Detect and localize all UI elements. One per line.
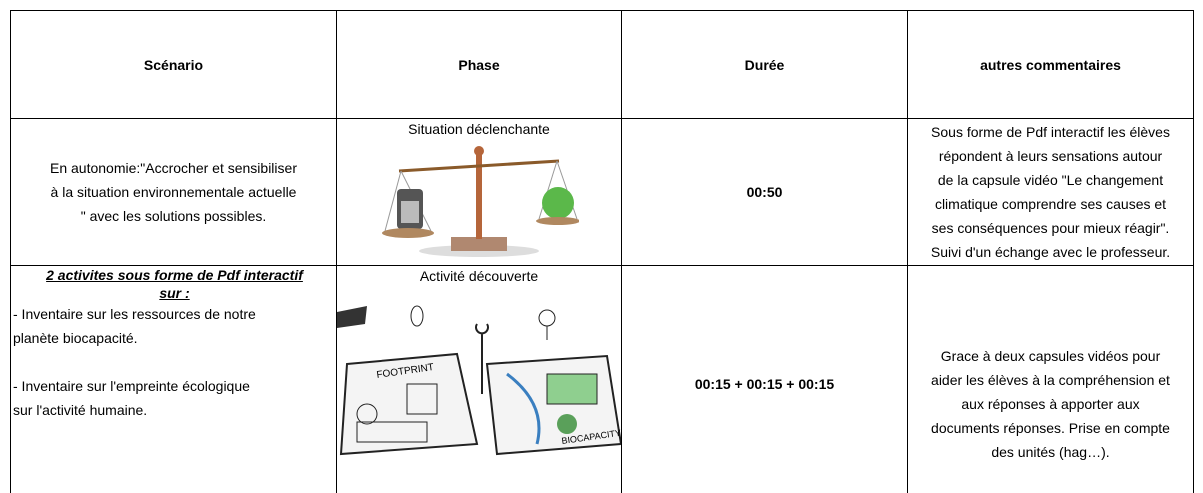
duration-text: 00:50 [747, 180, 783, 204]
header-cell: Phase [336, 10, 622, 119]
comment-line: Suivi d'un échange avec le professeur. [931, 240, 1170, 264]
scenario-line: " avec les solutions possibles. [81, 204, 267, 228]
scenario-line: En autonomie:"Accrocher et sensibiliser [50, 156, 297, 180]
header-text: Durée [745, 53, 785, 77]
comment-line: aider les élèves à la compréhension et [931, 368, 1170, 392]
scenario-line: à la situation environnementale actuelle [51, 180, 297, 204]
scenario-title-line: sur : [46, 284, 303, 302]
scenario-cell: 2 activites sous forme de Pdf interactif… [10, 265, 337, 493]
comment-line: Grace à deux capsules vidéos pour [941, 344, 1160, 368]
scenario-line: sur l'activité humaine. [13, 398, 147, 422]
page: Scénario Phase Durée autres commentaires… [0, 0, 1203, 493]
header-text: Phase [458, 53, 499, 77]
phase-cell: Situation déclenchante [336, 118, 622, 266]
scenario-line: - Inventaire sur les ressources de notre [13, 302, 256, 326]
header-text: autres commentaires [980, 53, 1121, 77]
header-cell: autres commentaires [907, 10, 1194, 119]
scenario-line: - Inventaire sur l'empreinte écologique [13, 374, 250, 398]
scenario-title-line: 2 activites sous forme de Pdf interactif [46, 266, 303, 284]
balance-image [379, 141, 579, 259]
phase-text: Situation déclenchante [408, 118, 550, 141]
comment-line: climatique comprendre ses causes et [935, 192, 1166, 216]
comment-line: des unités (hag…). [991, 440, 1109, 464]
footprint-image: FOOTPRINT BIOCAPACITY [337, 294, 621, 493]
comment-line: Sous forme de Pdf interactif les élèves [931, 120, 1170, 144]
comment-line: répondent à leurs sensations autour [939, 144, 1162, 168]
comment-line: ses conséquences pour mieux réagir". [932, 216, 1170, 240]
duration-text: 00:15 + 00:15 + 00:15 [695, 372, 834, 396]
duration-cell: 00:50 [621, 118, 908, 266]
comment-line: aux réponses à apporter aux [961, 392, 1139, 416]
scenario-title: 2 activites sous forme de Pdf interactif… [46, 266, 303, 302]
phase-cell: Activité découverte FOOTPRINT BIOCAPACIT… [336, 265, 622, 493]
header-cell: Scénario [10, 10, 337, 119]
comment-line: documents réponses. Prise en compte [931, 416, 1170, 440]
header-cell: Durée [621, 10, 908, 119]
scenario-line: planète biocapacité. [13, 326, 138, 350]
phase-text: Activité découverte [420, 265, 538, 288]
comment-line: de la capsule vidéo "Le changement [938, 168, 1163, 192]
duration-cell: 00:15 + 00:15 + 00:15 [621, 265, 908, 493]
header-text: Scénario [144, 53, 203, 77]
